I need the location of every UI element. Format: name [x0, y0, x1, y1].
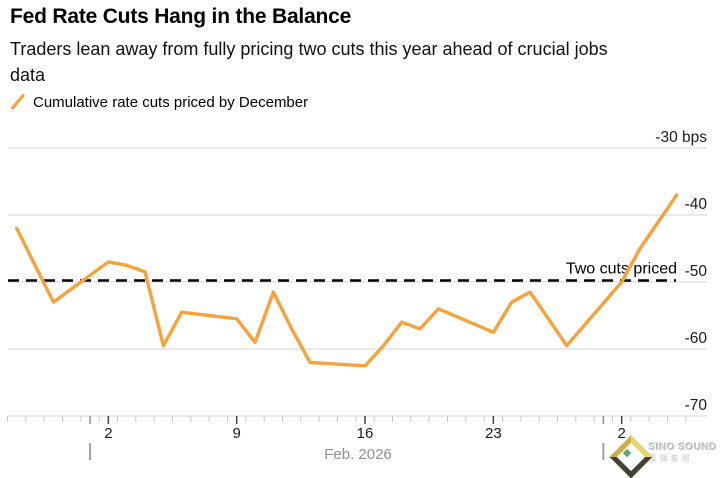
svg-text:-60: -60	[685, 330, 708, 347]
svg-text:16: 16	[357, 425, 374, 442]
svg-text:-50: -50	[685, 263, 708, 280]
svg-text:9: 9	[233, 425, 241, 442]
legend: Cumulative rate cuts priced by December	[10, 93, 308, 111]
y-axis-labels: -30 bps -40 -50 -60 -70	[655, 129, 707, 414]
gridlines	[8, 147, 707, 417]
watermark-cjk-name: 漢聲集團	[648, 454, 693, 463]
chart-subtitle: Traders lean away from fully pricing two…	[10, 39, 608, 85]
svg-text:2: 2	[104, 425, 112, 442]
sino-sound-logo-icon	[609, 435, 652, 478]
watermark-name: SINO SOUND	[648, 442, 717, 453]
reference-line-two-cuts: Two cuts priced	[8, 261, 677, 282]
rate-cuts-line-chart: -30 bps -40 -50 -60 -70 2 9 16 23 2 Feb. 2026 Two c…	[7, 129, 707, 463]
reference-line-label: Two cuts priced	[566, 261, 677, 278]
series-line-cumulative-rate-cuts	[15, 193, 679, 368]
x-axis: 2 9 16 23 2 Feb. 2026	[7, 416, 687, 463]
chart-title: Fed Rate Cuts Hang in the Balance	[10, 5, 352, 28]
sino-sound-watermark: SINO SOUND 漢聲集團	[609, 435, 717, 478]
svg-text:-70: -70	[685, 397, 708, 414]
svg-text:-40: -40	[685, 196, 708, 213]
svg-text:2: 2	[618, 425, 626, 442]
legend-line-marker-icon	[11, 94, 25, 110]
svg-text:-30 bps: -30 bps	[655, 129, 707, 146]
legend-label: Cumulative rate cuts priced by December	[33, 93, 309, 111]
svg-text:23: 23	[485, 425, 502, 442]
x-axis-period-label: Feb. 2026	[324, 446, 392, 463]
